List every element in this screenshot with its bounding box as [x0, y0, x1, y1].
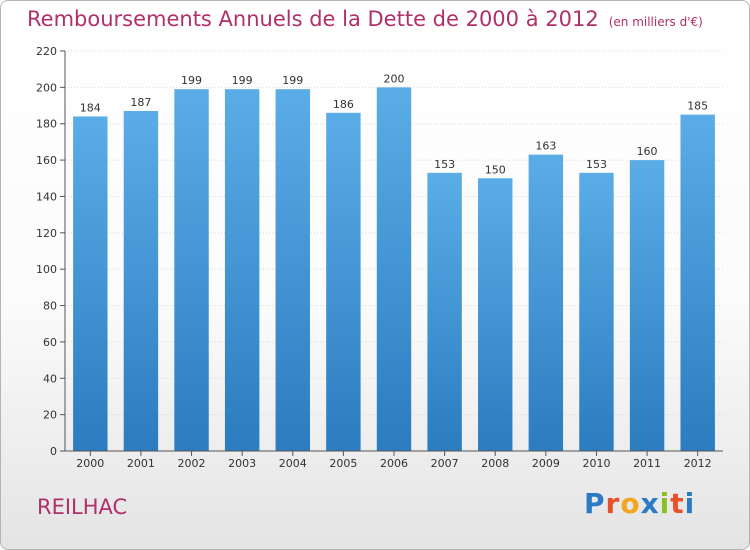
- x-tick-label-2010: 2010: [582, 457, 610, 470]
- bar-2010: [579, 172, 614, 451]
- value-label-2000: 184: [80, 101, 101, 114]
- logo-letter: i: [684, 487, 696, 520]
- proxiti-logo[interactable]: Proxiti: [584, 487, 695, 520]
- bar-2012: [680, 114, 715, 452]
- value-label-2011: 160: [637, 145, 658, 158]
- bar-2005: [326, 112, 361, 452]
- value-label-2001: 187: [130, 96, 151, 109]
- bar-2001: [123, 111, 159, 451]
- logo-letter: P: [584, 487, 606, 520]
- logo-letter: t: [670, 487, 685, 520]
- y-tick-label-8: 160: [36, 154, 57, 167]
- logo-letter: x: [640, 487, 660, 520]
- y-tick-label-2: 40: [43, 372, 57, 385]
- value-label-2004: 199: [282, 74, 303, 87]
- value-label-2008: 150: [485, 163, 506, 176]
- x-tick-label-2003: 2003: [228, 457, 256, 470]
- value-label-2007: 153: [434, 158, 455, 171]
- logo-letter: i: [659, 487, 671, 520]
- bar-2003: [224, 89, 260, 451]
- bar-2007: [427, 172, 462, 451]
- x-tick-label-2000: 2000: [76, 457, 104, 470]
- bar-2000: [73, 116, 108, 452]
- bar-2004: [275, 89, 310, 451]
- y-tick-label-1: 20: [43, 409, 57, 422]
- x-tick-label-2007: 2007: [431, 457, 459, 470]
- x-tick-label-2012: 2012: [684, 457, 712, 470]
- value-label-2006: 200: [384, 72, 405, 85]
- chart-title: Remboursements Annuels de la Dette de 20…: [27, 7, 703, 31]
- value-label-2003: 199: [232, 74, 253, 87]
- town-name: REILHAC: [37, 495, 128, 519]
- value-label-2012: 185: [687, 100, 708, 113]
- y-tick-label-10: 200: [36, 81, 57, 94]
- value-label-2005: 186: [333, 98, 354, 111]
- x-tick-label-2004: 2004: [279, 457, 307, 470]
- y-tick-label-6: 120: [36, 227, 57, 240]
- x-tick-label-2008: 2008: [481, 457, 509, 470]
- bar-2002: [174, 89, 209, 451]
- x-tick-label-2002: 2002: [178, 457, 206, 470]
- y-tick-label-11: 220: [36, 45, 57, 58]
- chart-title-text: Remboursements Annuels de la Dette de 20…: [27, 7, 599, 31]
- y-tick-label-5: 100: [36, 263, 57, 276]
- bar-2006: [376, 87, 412, 451]
- y-tick-label-9: 180: [36, 118, 57, 131]
- value-label-2002: 199: [181, 74, 202, 87]
- bar-2008: [478, 178, 513, 452]
- y-tick-label-4: 80: [43, 300, 57, 313]
- x-tick-label-2006: 2006: [380, 457, 408, 470]
- chart-unit: (en milliers d'€): [608, 15, 703, 29]
- x-tick-label-2005: 2005: [329, 457, 357, 470]
- logo-letter: o: [620, 487, 641, 520]
- value-label-2009: 163: [535, 140, 556, 153]
- x-tick-label-2011: 2011: [633, 457, 661, 470]
- y-tick-label-7: 140: [36, 190, 57, 203]
- x-tick-label-2009: 2009: [532, 457, 560, 470]
- bar-2011: [629, 160, 665, 451]
- logo-letter: r: [605, 487, 621, 520]
- y-tick-label-0: 0: [50, 445, 57, 458]
- y-tick-label-3: 60: [43, 336, 57, 349]
- value-label-2010: 153: [586, 158, 607, 171]
- x-tick-label-2001: 2001: [127, 457, 155, 470]
- bar-2009: [528, 154, 564, 452]
